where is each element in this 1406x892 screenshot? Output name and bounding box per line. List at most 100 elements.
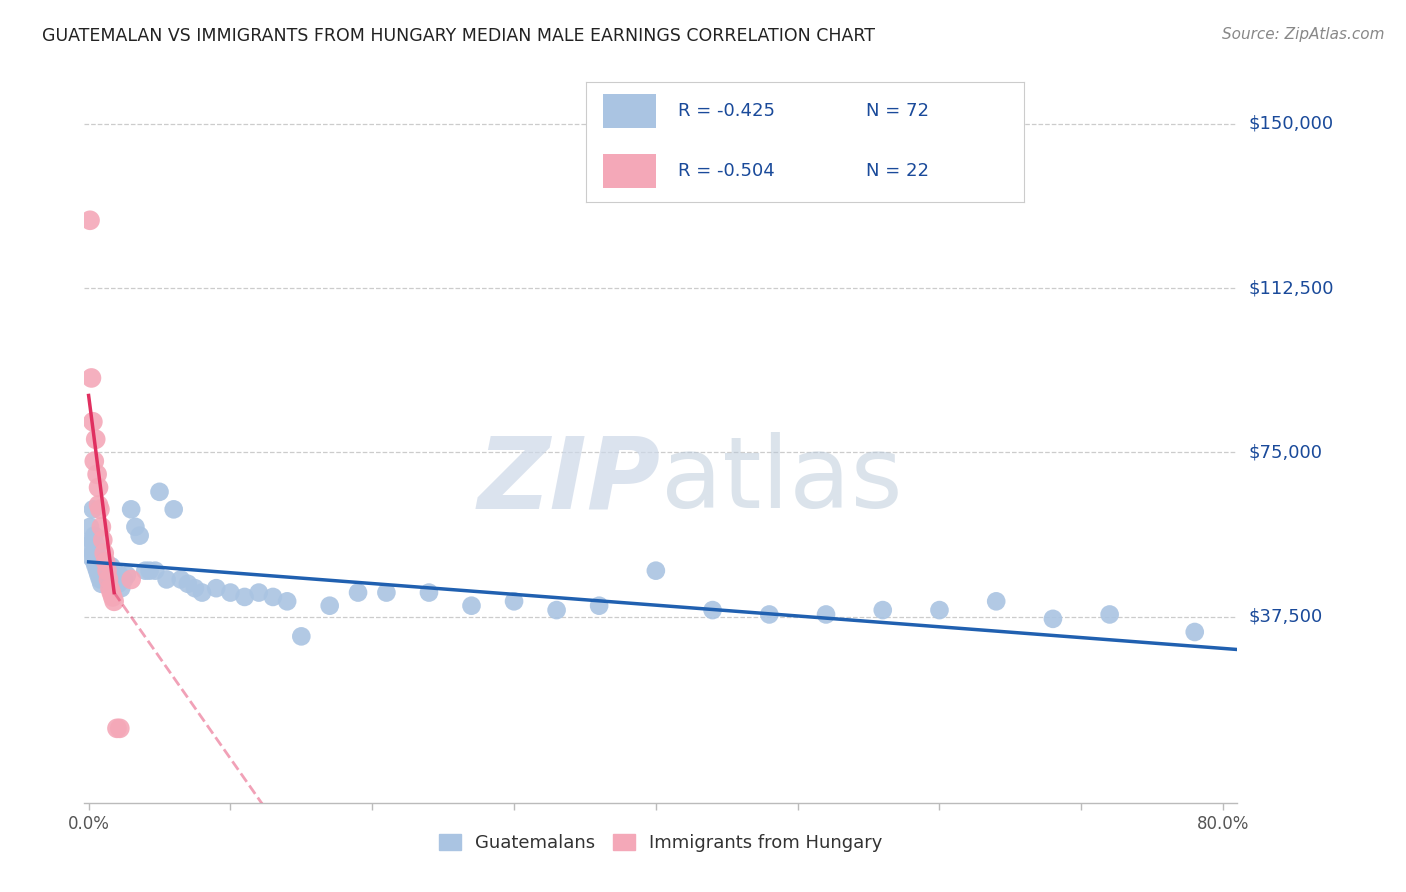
Point [104, 573, 127, 587]
Point [815, 607, 838, 622]
Point [205, 581, 228, 595]
Point [83, 528, 105, 542]
Point [163, 502, 186, 516]
Point [84, 432, 107, 446]
Point [108, 568, 131, 582]
Point [702, 603, 724, 617]
Point [94, 564, 117, 578]
Point [97, 573, 120, 587]
Point [80, 371, 103, 385]
Point [86, 467, 108, 482]
Point [134, 564, 156, 578]
Point [86, 564, 108, 578]
Point [103, 594, 125, 608]
Point [87, 550, 110, 565]
Point [460, 599, 482, 613]
Point [928, 603, 950, 617]
Point [83, 555, 105, 569]
Point [89, 573, 111, 587]
Point [79, 213, 101, 227]
Point [247, 585, 270, 599]
Point [1098, 607, 1121, 622]
Point [96, 564, 118, 578]
Legend: Guatemalans, Immigrants from Hungary: Guatemalans, Immigrants from Hungary [432, 827, 890, 860]
Point [115, 568, 138, 582]
Point [87, 498, 110, 512]
Point [79, 537, 101, 551]
Point [93, 546, 115, 560]
Point [100, 559, 122, 574]
Point [184, 581, 207, 595]
Point [87, 480, 110, 494]
Point [84, 559, 107, 574]
Point [82, 502, 104, 516]
Point [155, 573, 177, 587]
Point [101, 568, 124, 582]
Point [87, 568, 110, 582]
Point [82, 415, 104, 429]
Text: $112,500: $112,500 [1249, 279, 1334, 297]
Point [83, 454, 105, 468]
Point [86, 546, 108, 560]
Point [347, 585, 370, 599]
Point [138, 564, 160, 578]
Point [120, 573, 142, 587]
Point [101, 590, 124, 604]
Text: $150,000: $150,000 [1249, 115, 1333, 133]
Point [872, 603, 894, 617]
Point [80, 550, 103, 565]
Text: ZIP: ZIP [478, 433, 661, 530]
Point [290, 629, 312, 643]
Text: Source: ZipAtlas.com: Source: ZipAtlas.com [1222, 27, 1385, 42]
Point [97, 564, 120, 578]
Text: $75,000: $75,000 [1249, 443, 1323, 461]
Point [177, 576, 200, 591]
Text: $37,500: $37,500 [1249, 607, 1323, 625]
Point [233, 590, 256, 604]
Point [1184, 625, 1206, 640]
Point [375, 585, 398, 599]
Point [191, 585, 214, 599]
Text: atlas: atlas [661, 433, 903, 530]
Point [418, 585, 440, 599]
Point [90, 555, 112, 569]
Point [89, 502, 111, 516]
Point [89, 555, 111, 569]
Point [107, 576, 129, 591]
Point [1042, 612, 1064, 626]
Point [94, 555, 117, 569]
Point [588, 599, 610, 613]
Point [276, 594, 298, 608]
Point [503, 594, 526, 608]
Point [93, 559, 115, 574]
Point [98, 581, 121, 595]
Point [84, 537, 107, 551]
Point [148, 484, 170, 499]
Point [546, 603, 568, 617]
Point [128, 528, 150, 542]
Point [103, 564, 125, 578]
Point [108, 722, 131, 736]
Point [90, 576, 112, 591]
Point [318, 599, 340, 613]
Point [91, 533, 114, 547]
Point [100, 585, 122, 599]
Point [262, 590, 284, 604]
Point [98, 568, 121, 582]
Point [219, 585, 242, 599]
Point [112, 573, 135, 587]
Point [110, 581, 132, 595]
Point [143, 564, 166, 578]
Point [124, 520, 146, 534]
Point [170, 573, 193, 587]
Point [96, 568, 118, 582]
Point [105, 722, 128, 736]
Point [90, 520, 112, 534]
Point [120, 502, 142, 516]
Point [79, 520, 101, 534]
Text: GUATEMALAN VS IMMIGRANTS FROM HUNGARY MEDIAN MALE EARNINGS CORRELATION CHART: GUATEMALAN VS IMMIGRANTS FROM HUNGARY ME… [42, 27, 875, 45]
Point [80, 533, 103, 547]
Point [82, 546, 104, 560]
Point [986, 594, 1008, 608]
Point [758, 607, 780, 622]
